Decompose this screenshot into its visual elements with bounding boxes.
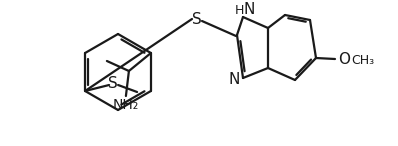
Text: O: O (338, 53, 350, 67)
Text: S: S (192, 13, 202, 27)
Text: CH₃: CH₃ (351, 53, 374, 66)
Text: NH₂: NH₂ (113, 98, 139, 112)
Text: H: H (234, 4, 244, 16)
Text: N: N (243, 2, 255, 18)
Text: N: N (228, 73, 240, 87)
Text: S: S (108, 75, 118, 91)
